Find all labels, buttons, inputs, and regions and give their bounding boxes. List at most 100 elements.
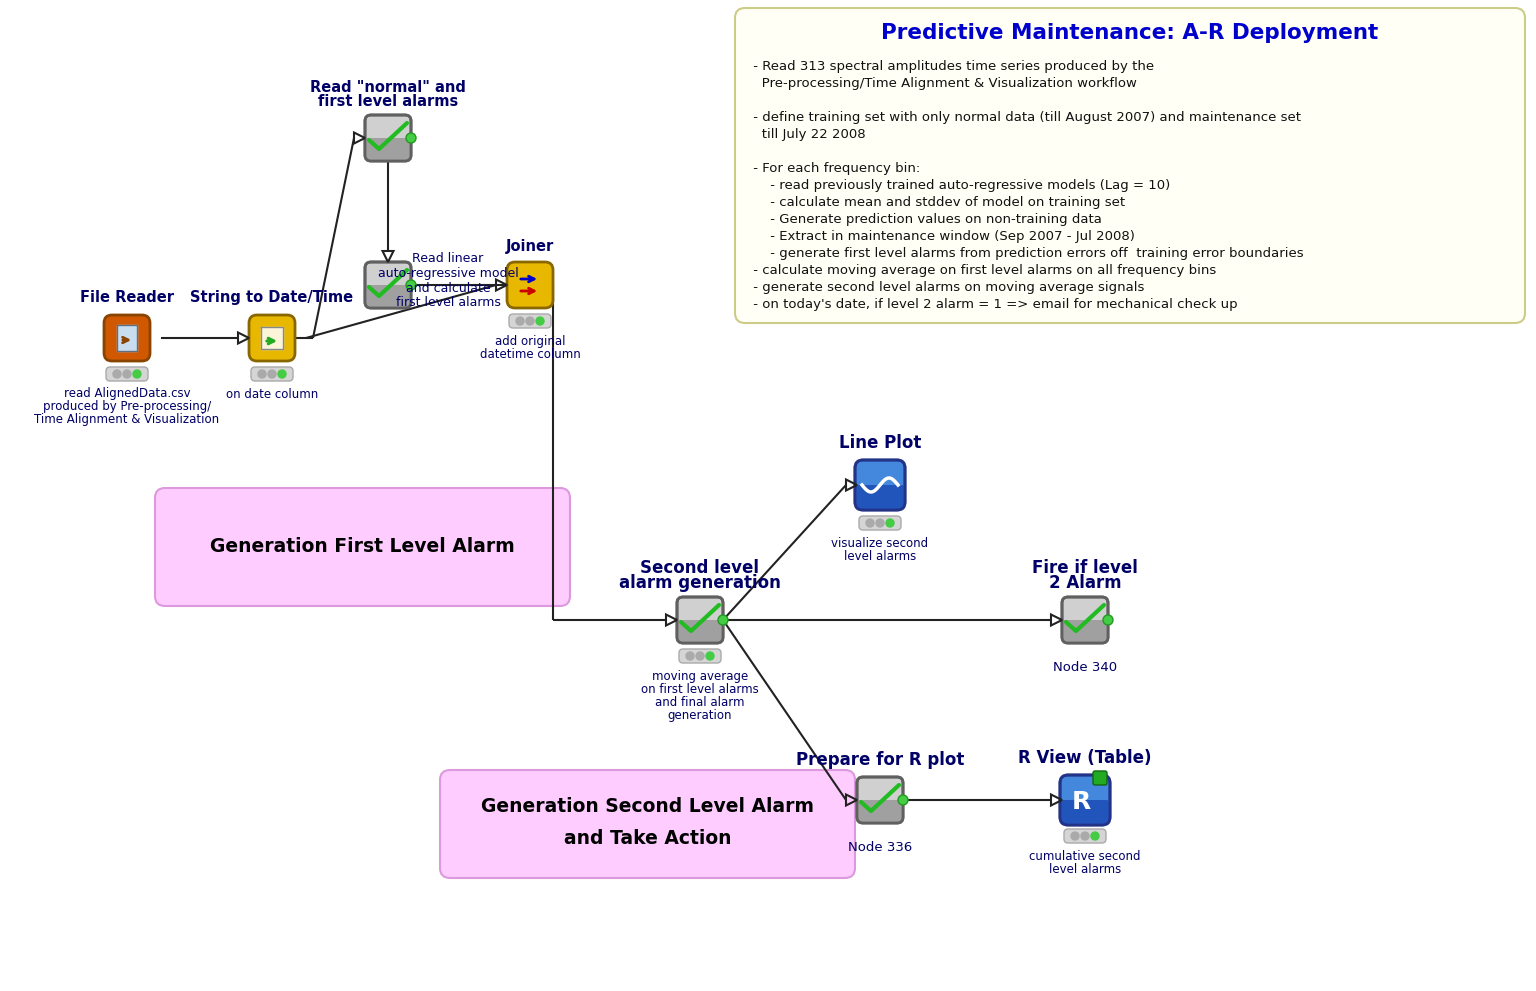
Circle shape bbox=[525, 317, 535, 325]
FancyBboxPatch shape bbox=[1061, 620, 1107, 643]
Text: Generation First Level Alarm: Generation First Level Alarm bbox=[210, 537, 515, 557]
Circle shape bbox=[866, 519, 874, 527]
Text: till July 22 2008: till July 22 2008 bbox=[750, 128, 866, 141]
FancyBboxPatch shape bbox=[1060, 800, 1111, 825]
FancyBboxPatch shape bbox=[679, 649, 720, 663]
Text: - generate second level alarms on moving average signals: - generate second level alarms on moving… bbox=[750, 281, 1144, 294]
Text: first level alarms: first level alarms bbox=[318, 94, 458, 109]
Text: - Extract in maintenance window (Sep 2007 - Jul 2008): - Extract in maintenance window (Sep 200… bbox=[750, 230, 1135, 243]
Text: visualize second: visualize second bbox=[831, 537, 929, 550]
Circle shape bbox=[717, 615, 728, 625]
Circle shape bbox=[1071, 832, 1078, 840]
Text: on date column: on date column bbox=[226, 388, 318, 401]
Text: and Take Action: and Take Action bbox=[564, 828, 731, 847]
FancyBboxPatch shape bbox=[439, 770, 856, 878]
Text: - define training set with only normal data (till August 2007) and maintenance s: - define training set with only normal d… bbox=[750, 111, 1301, 124]
Text: Node 340: Node 340 bbox=[1054, 661, 1117, 674]
Text: Node 336: Node 336 bbox=[848, 841, 912, 854]
Text: alarm generation: alarm generation bbox=[619, 574, 780, 592]
Circle shape bbox=[687, 652, 694, 660]
Text: auto-regressive model: auto-regressive model bbox=[378, 267, 518, 279]
FancyBboxPatch shape bbox=[366, 115, 412, 161]
Text: String to Date/Time: String to Date/Time bbox=[190, 290, 353, 305]
Text: 2 Alarm: 2 Alarm bbox=[1049, 574, 1121, 592]
Text: - Read 313 spectral amplitudes time series produced by the: - Read 313 spectral amplitudes time seri… bbox=[750, 60, 1154, 73]
FancyBboxPatch shape bbox=[677, 620, 723, 643]
Circle shape bbox=[516, 317, 524, 325]
Text: Read linear: Read linear bbox=[412, 252, 484, 265]
Text: datetime column: datetime column bbox=[479, 348, 581, 361]
FancyBboxPatch shape bbox=[155, 488, 570, 606]
Circle shape bbox=[123, 370, 131, 378]
Circle shape bbox=[267, 370, 276, 378]
FancyBboxPatch shape bbox=[857, 777, 903, 823]
Text: Predictive Maintenance: A-R Deployment: Predictive Maintenance: A-R Deployment bbox=[882, 23, 1379, 43]
Text: Time Alignment & Visualization: Time Alignment & Visualization bbox=[34, 413, 220, 426]
Text: and calculate: and calculate bbox=[406, 281, 490, 294]
Text: first level alarms: first level alarms bbox=[396, 296, 501, 309]
FancyBboxPatch shape bbox=[1064, 829, 1106, 843]
Text: Pre-processing/Time Alignment & Visualization workflow: Pre-processing/Time Alignment & Visualiz… bbox=[750, 77, 1137, 90]
Text: - read previously trained auto-regressive models (Lag = 10): - read previously trained auto-regressiv… bbox=[750, 179, 1170, 192]
Text: level alarms: level alarms bbox=[843, 550, 915, 563]
Text: - on today's date, if level 2 alarm = 1 => email for mechanical check up: - on today's date, if level 2 alarm = 1 … bbox=[750, 298, 1238, 311]
Text: - calculate mean and stddev of model on training set: - calculate mean and stddev of model on … bbox=[750, 196, 1126, 209]
Circle shape bbox=[886, 519, 894, 527]
FancyBboxPatch shape bbox=[366, 138, 412, 161]
Text: read AlignedData.csv: read AlignedData.csv bbox=[63, 387, 190, 400]
Text: R: R bbox=[1072, 790, 1091, 814]
Circle shape bbox=[406, 133, 416, 143]
Text: level alarms: level alarms bbox=[1049, 863, 1121, 876]
Circle shape bbox=[406, 280, 416, 290]
Text: Second level: Second level bbox=[641, 559, 759, 577]
FancyBboxPatch shape bbox=[736, 8, 1525, 323]
Text: cumulative second: cumulative second bbox=[1029, 850, 1141, 863]
FancyBboxPatch shape bbox=[507, 262, 553, 308]
FancyBboxPatch shape bbox=[1061, 597, 1107, 643]
Text: Prepare for R plot: Prepare for R plot bbox=[796, 751, 965, 769]
FancyBboxPatch shape bbox=[106, 367, 147, 381]
Polygon shape bbox=[261, 327, 283, 349]
Text: Generation Second Level Alarm: Generation Second Level Alarm bbox=[481, 797, 814, 816]
Text: Read "normal" and: Read "normal" and bbox=[310, 80, 465, 95]
Circle shape bbox=[258, 370, 266, 378]
Text: File Reader: File Reader bbox=[80, 290, 174, 305]
Circle shape bbox=[536, 317, 544, 325]
Circle shape bbox=[707, 652, 714, 660]
Circle shape bbox=[134, 370, 141, 378]
Text: Line Plot: Line Plot bbox=[839, 434, 922, 452]
Circle shape bbox=[696, 652, 703, 660]
FancyBboxPatch shape bbox=[366, 285, 412, 308]
Text: moving average: moving average bbox=[651, 670, 748, 683]
Polygon shape bbox=[117, 325, 137, 351]
FancyBboxPatch shape bbox=[250, 367, 293, 381]
FancyBboxPatch shape bbox=[857, 800, 903, 823]
Text: add original: add original bbox=[495, 335, 565, 348]
FancyBboxPatch shape bbox=[104, 315, 151, 361]
Text: - calculate moving average on first level alarms on all frequency bins: - calculate moving average on first leve… bbox=[750, 264, 1217, 277]
Circle shape bbox=[114, 370, 121, 378]
Text: - For each frequency bin:: - For each frequency bin: bbox=[750, 162, 920, 175]
FancyBboxPatch shape bbox=[1060, 775, 1111, 825]
Circle shape bbox=[1091, 832, 1098, 840]
Text: - generate first level alarms from prediction errors off  training error boundar: - generate first level alarms from predi… bbox=[750, 247, 1304, 260]
FancyBboxPatch shape bbox=[1094, 771, 1107, 785]
FancyBboxPatch shape bbox=[856, 460, 905, 510]
Text: on first level alarms: on first level alarms bbox=[641, 683, 759, 696]
Text: R View (Table): R View (Table) bbox=[1018, 749, 1152, 767]
Text: Joiner: Joiner bbox=[505, 239, 554, 254]
FancyBboxPatch shape bbox=[508, 314, 551, 328]
FancyBboxPatch shape bbox=[856, 485, 905, 510]
Text: Fire if level: Fire if level bbox=[1032, 559, 1138, 577]
Circle shape bbox=[899, 795, 908, 805]
Text: - Generate prediction values on non-training data: - Generate prediction values on non-trai… bbox=[750, 213, 1101, 226]
FancyBboxPatch shape bbox=[366, 262, 412, 308]
FancyBboxPatch shape bbox=[249, 315, 295, 361]
Text: produced by Pre-processing/: produced by Pre-processing/ bbox=[43, 400, 210, 413]
Text: and final alarm: and final alarm bbox=[656, 696, 745, 709]
FancyBboxPatch shape bbox=[859, 516, 902, 530]
Circle shape bbox=[1103, 615, 1114, 625]
Circle shape bbox=[1081, 832, 1089, 840]
Text: generation: generation bbox=[668, 709, 733, 722]
Circle shape bbox=[876, 519, 885, 527]
